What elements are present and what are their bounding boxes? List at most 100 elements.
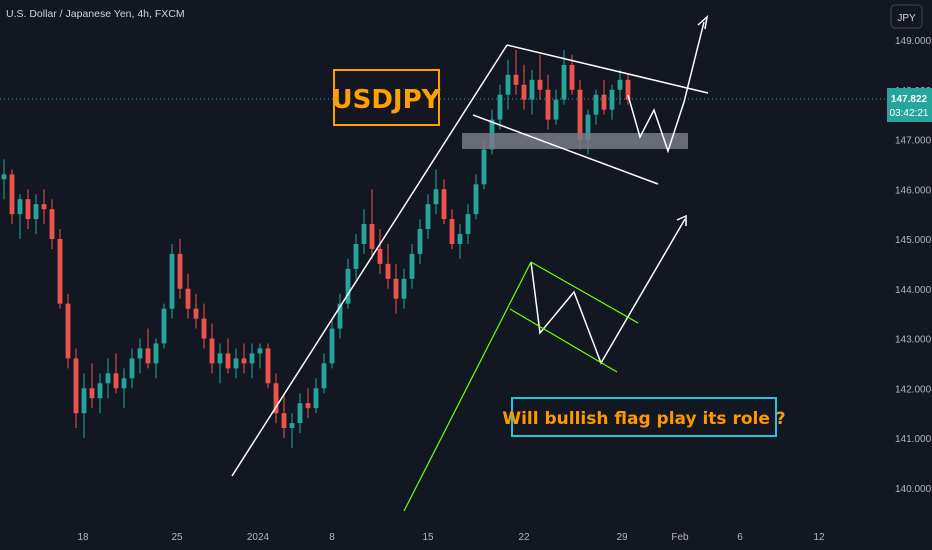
candle-body[interactable]: [329, 328, 335, 364]
flag-lower-line[interactable]: [472, 114, 659, 185]
example-flag: [403, 261, 639, 512]
candle-body[interactable]: [569, 64, 575, 90]
candle-body[interactable]: [97, 383, 103, 399]
candle-body[interactable]: [297, 403, 303, 424]
candle-body[interactable]: [273, 383, 279, 414]
candle-body[interactable]: [497, 94, 503, 120]
candle-body[interactable]: [553, 99, 559, 120]
candle-body[interactable]: [361, 224, 367, 244]
candle-body[interactable]: [17, 199, 23, 215]
candle-body[interactable]: [457, 234, 463, 244]
candle-body[interactable]: [353, 243, 359, 269]
candle-body[interactable]: [25, 199, 31, 220]
candle-body[interactable]: [337, 303, 343, 329]
y-tick-label: 144.000: [895, 285, 932, 296]
x-tick-label: 12: [813, 532, 825, 543]
flag-upper-line[interactable]: [506, 44, 709, 94]
candle-body[interactable]: [281, 413, 287, 429]
candle-body[interactable]: [529, 79, 535, 100]
candle-body[interactable]: [561, 64, 567, 100]
candle-body[interactable]: [393, 278, 399, 299]
candle-body[interactable]: [113, 373, 119, 389]
candle-body[interactable]: [625, 79, 631, 100]
candle-body[interactable]: [313, 388, 319, 409]
candle-body[interactable]: [33, 204, 39, 220]
candle-body[interactable]: [225, 353, 231, 369]
candle-body[interactable]: [545, 89, 551, 120]
x-tick-label: Feb: [671, 532, 689, 543]
candle-body[interactable]: [169, 253, 175, 309]
candle-body[interactable]: [577, 89, 583, 140]
candle-body[interactable]: [369, 224, 375, 249]
candle-body[interactable]: [89, 388, 95, 399]
candle-body[interactable]: [513, 74, 519, 85]
example-flag-upper[interactable]: [530, 261, 639, 324]
candle-body[interactable]: [505, 74, 511, 95]
candle-body[interactable]: [593, 94, 599, 115]
support-zone[interactable]: [462, 133, 688, 149]
candle-body[interactable]: [73, 358, 79, 414]
candle-body[interactable]: [585, 114, 591, 140]
candle-body[interactable]: [145, 348, 151, 364]
candle-body[interactable]: [177, 253, 183, 289]
candle-body[interactable]: [425, 204, 431, 230]
candle-body[interactable]: [1, 174, 7, 180]
candle-body[interactable]: [41, 204, 47, 210]
example-flag-path[interactable]: [530, 218, 686, 365]
candle-body[interactable]: [305, 403, 311, 409]
candle-body[interactable]: [409, 253, 415, 279]
symbol-annotation[interactable]: USDJPY: [332, 69, 442, 126]
candle-body[interactable]: [209, 338, 215, 364]
question-annotation[interactable]: Will bullish flag play its role ?: [502, 397, 786, 437]
candle-body[interactable]: [257, 348, 263, 354]
candle-body[interactable]: [233, 358, 239, 369]
trend-line-up[interactable]: [231, 44, 508, 477]
time-axis[interactable]: 18 25 2024 8 15 22 29 Feb 6 12: [77, 532, 825, 543]
candle-body[interactable]: [481, 149, 487, 185]
candle-body[interactable]: [193, 308, 199, 319]
example-flag-lower[interactable]: [509, 308, 618, 373]
candle-body[interactable]: [609, 89, 615, 110]
candle-body[interactable]: [153, 343, 159, 364]
candle-body[interactable]: [265, 348, 271, 384]
candle-body[interactable]: [9, 174, 15, 215]
candle-body[interactable]: [121, 378, 127, 389]
candle-body[interactable]: [345, 268, 351, 304]
candle-body[interactable]: [385, 263, 391, 279]
candle-body[interactable]: [401, 278, 407, 299]
candle-body[interactable]: [137, 348, 143, 359]
candle-body[interactable]: [129, 358, 135, 379]
candle-body[interactable]: [321, 363, 327, 389]
y-tick-label: 146.000: [895, 185, 932, 196]
candle-body[interactable]: [537, 79, 543, 90]
flag-pole-line[interactable]: [403, 261, 532, 512]
candle-body[interactable]: [521, 84, 527, 100]
candle-body[interactable]: [241, 358, 247, 364]
candle-body[interactable]: [65, 303, 71, 359]
candle-body[interactable]: [49, 209, 55, 239]
candle-body[interactable]: [473, 184, 479, 215]
candle-body[interactable]: [201, 318, 207, 339]
candle-body[interactable]: [57, 239, 63, 304]
example-arrowhead: [676, 214, 687, 226]
candle-body[interactable]: [441, 189, 447, 220]
currency-badge[interactable]: JPY: [890, 4, 923, 29]
candle-body[interactable]: [617, 79, 623, 90]
candle-body[interactable]: [81, 388, 87, 414]
candle-body[interactable]: [185, 288, 191, 309]
candle-body[interactable]: [105, 373, 111, 384]
candle-body[interactable]: [433, 189, 439, 205]
candle-body[interactable]: [417, 229, 423, 254]
candle-body[interactable]: [289, 423, 295, 429]
candle-body[interactable]: [161, 308, 167, 344]
candle-body[interactable]: [377, 248, 383, 264]
projection-path[interactable]: [627, 21, 705, 154]
drawings-layer: [231, 15, 709, 477]
candle-body[interactable]: [249, 353, 255, 364]
candle-body[interactable]: [601, 94, 607, 110]
candle-body[interactable]: [465, 214, 471, 235]
candle-body[interactable]: [449, 219, 455, 244]
last-price-label: 147.822: [891, 94, 928, 105]
candle-body[interactable]: [217, 353, 223, 364]
